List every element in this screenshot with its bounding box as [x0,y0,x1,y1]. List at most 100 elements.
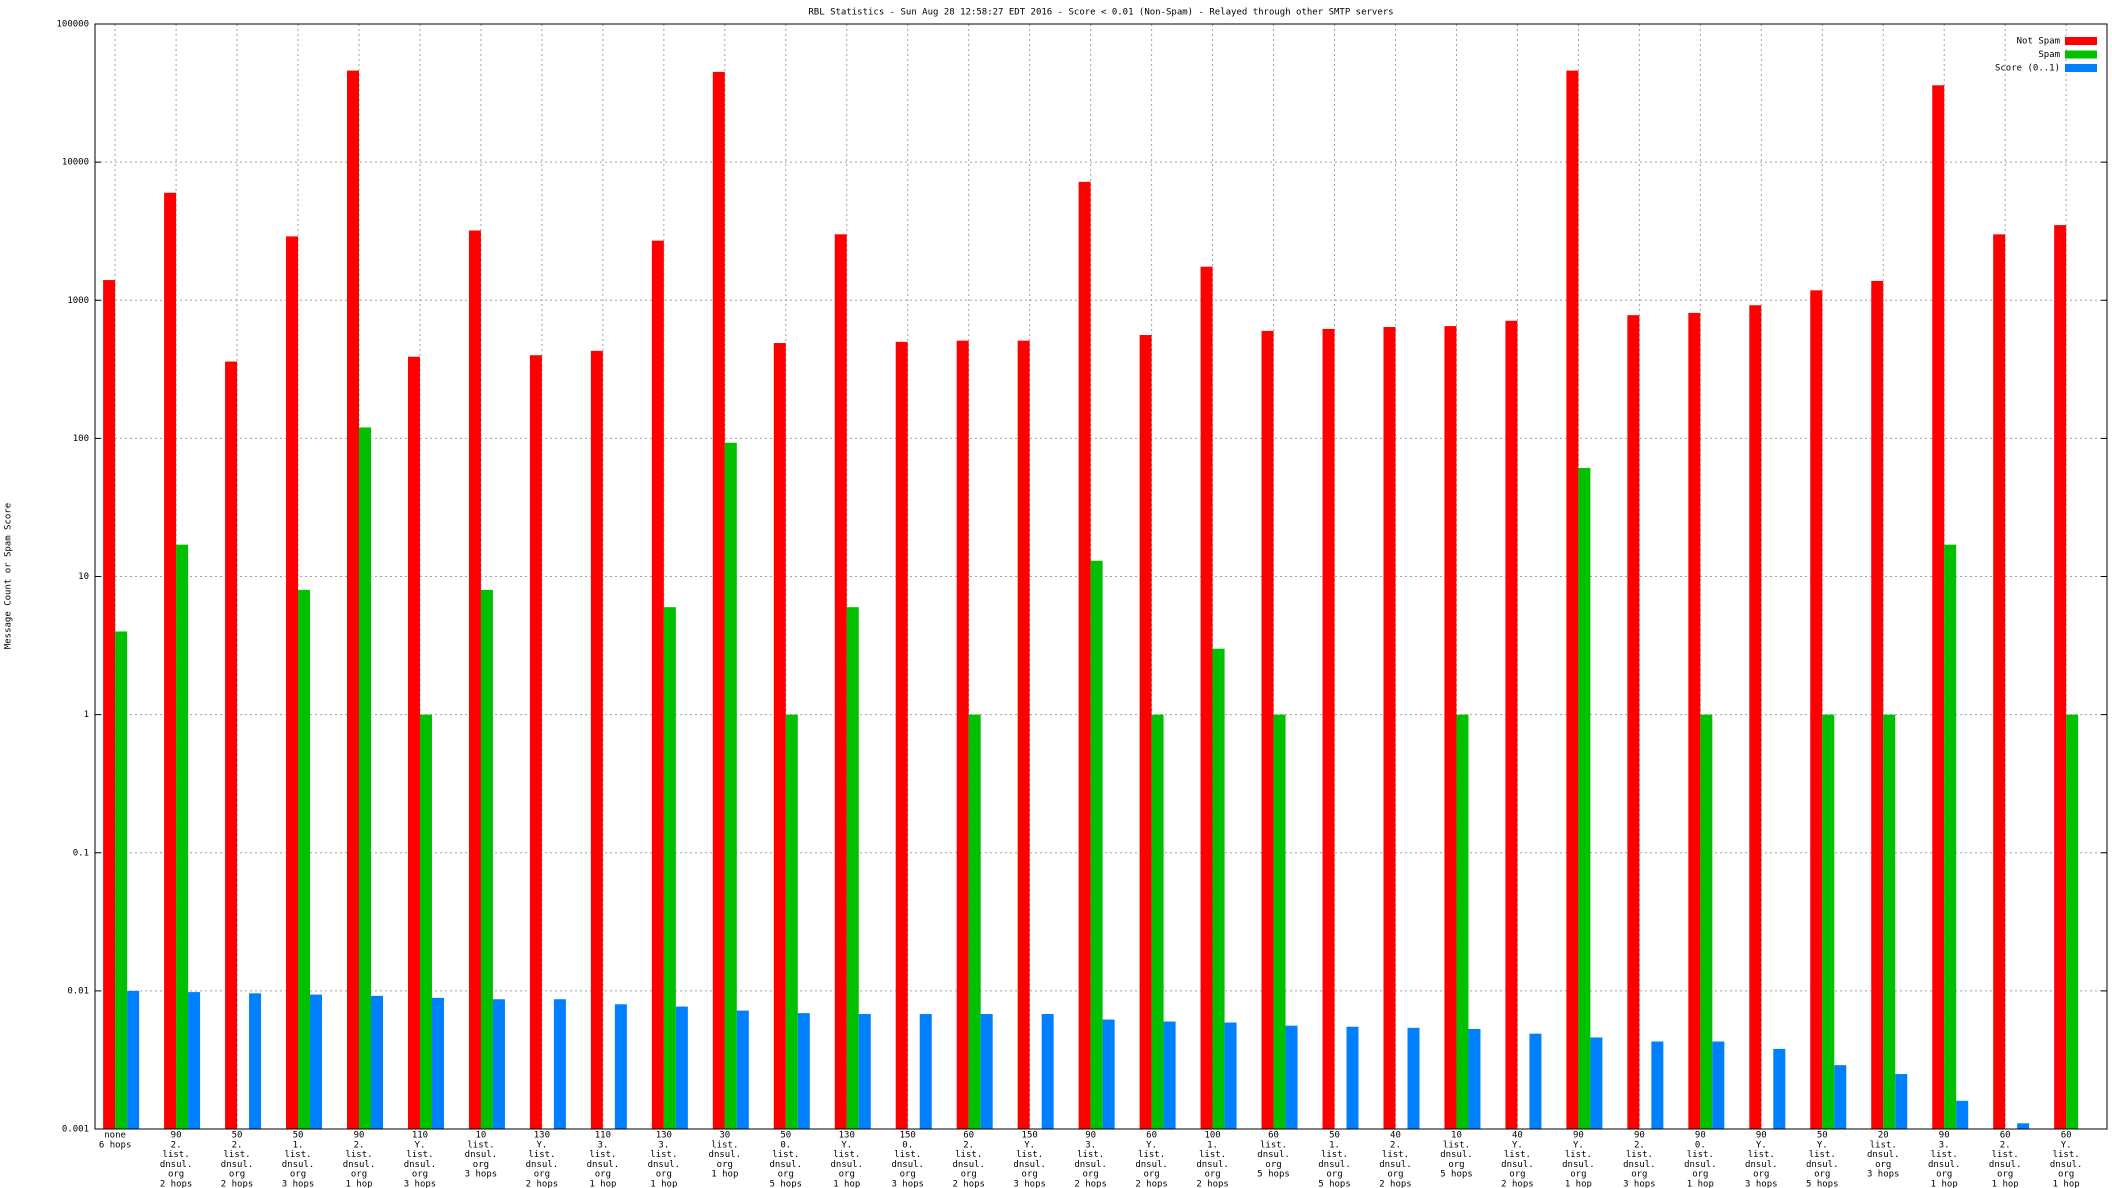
x-tick-label: org [839,1170,855,1180]
x-tick-label: 150 [900,1131,916,1141]
bar [1895,1074,1908,1129]
x-tick-label: dnsul. [1501,1160,1534,1170]
y-tick-label: 100 [73,434,89,444]
bar [980,1014,993,1129]
bar [492,999,505,1129]
x-tick-label: list. [650,1150,677,1160]
x-tick-label: org [900,1170,916,1180]
x-tick-label: 5 hops [1318,1180,1351,1188]
x-tick-label: list. [1077,1150,1104,1160]
x-tick-label: org [1814,1170,1830,1180]
x-tick-label: 2 hops [1074,1180,1107,1188]
x-tick-label: org [656,1170,672,1180]
bar [834,234,847,1129]
bar [1822,714,1835,1129]
x-tick-label: 1. [1329,1140,1340,1150]
x-tick-label: 2 hops [160,1180,193,1188]
x-tick-label: 2 hops [1501,1180,1534,1188]
bar [1834,1065,1847,1129]
x-tick-label: dnsul. [1318,1160,1351,1170]
x-tick-label: 5 hops [1257,1170,1290,1180]
y-tick-label: 0.01 [67,986,89,996]
x-tick-label: 50 [780,1131,791,1141]
bar [358,427,371,1129]
bar [956,340,969,1130]
y-axis-label: Message Count or Spam Score [4,503,14,649]
bar [176,544,189,1129]
bar [712,71,725,1129]
x-tick-label: list. [894,1150,921,1160]
x-tick-label: 1 hop [1992,1180,2019,1188]
x-tick-label: dnsul. [1623,1160,1656,1170]
bar [1224,1022,1237,1129]
bar [2054,225,2067,1130]
x-tick-label: dnsul. [1440,1150,1473,1160]
x-tick-label: 90 [1695,1131,1706,1141]
bar [407,356,420,1129]
legend-swatch [2065,50,2097,59]
bar [1529,1033,1542,1129]
x-tick-label: 20 [1878,1131,1889,1141]
y-tick-label: 0.1 [73,848,89,858]
x-tick-label: org [534,1170,550,1180]
bar [1456,714,1469,1129]
bar [553,999,566,1129]
x-tick-label: list. [1992,1150,2019,1160]
bar [663,607,676,1129]
x-tick-label: 1 hop [650,1180,677,1188]
x-tick-label: 6 hops [99,1140,132,1150]
plot-border [94,23,2108,1130]
legend-label: Spam [2038,50,2060,60]
bar [1163,1021,1176,1129]
x-tick-label: dnsul. [1562,1160,1595,1170]
x-tick-label: 2. [232,1140,243,1150]
x-tick-label: 90 [354,1131,365,1141]
bar [529,355,542,1129]
x-tick-label: list. [589,1150,616,1160]
x-tick-label: org [961,1170,977,1180]
x-tick-label: 1 hop [589,1180,616,1188]
x-tick-label: dnsul. [1074,1160,1107,1170]
x-tick-label: 90 [1085,1131,1096,1141]
x-tick-label: org [1509,1170,1525,1180]
bar [1346,1026,1359,1129]
x-tick-label: 2 hops [1135,1180,1168,1188]
x-tick-label: list. [772,1150,799,1160]
x-tick-label: 50 [293,1131,304,1141]
x-tick-label: org [1936,1170,1952,1180]
x-tick-label: list. [955,1150,982,1160]
legend-label: Not Spam [2017,37,2060,47]
x-tick-label: dnsul. [1989,1160,2022,1170]
x-tick-label: dnsul. [1806,1160,1839,1170]
bar [785,714,798,1129]
x-tick-label: 5 hops [1440,1170,1473,1180]
x-tick-label: 2 hops [221,1180,254,1188]
y-tick-label: 1 [84,710,89,720]
x-tick-label: 2. [354,1140,365,1150]
bar [127,990,140,1129]
x-tick-label: list. [1626,1150,1653,1160]
bar [1944,544,1957,1129]
x-tick-label: 30 [719,1131,730,1141]
y-tick-label: 1000 [67,296,89,306]
bar [1566,70,1579,1130]
x-tick-label: 130 [656,1131,672,1141]
bar [468,230,481,1129]
bar [797,1013,810,1129]
x-tick-label: dnsul. [770,1160,803,1170]
x-tick-label: org [473,1160,489,1170]
x-tick-label: org [1753,1170,1769,1180]
x-tick-label: 2. [963,1140,974,1150]
x-tick-label: 100 [1204,1131,1220,1141]
x-tick-label: list. [1443,1140,1470,1150]
bar [614,1004,627,1129]
x-tick-label: dnsul. [526,1160,559,1170]
bar [1444,326,1457,1130]
x-tick-label: list. [1504,1150,1531,1160]
legend-swatch [2065,37,2097,45]
bar [370,995,383,1129]
x-tick-label: list. [345,1150,372,1160]
bar [1773,1048,1786,1129]
